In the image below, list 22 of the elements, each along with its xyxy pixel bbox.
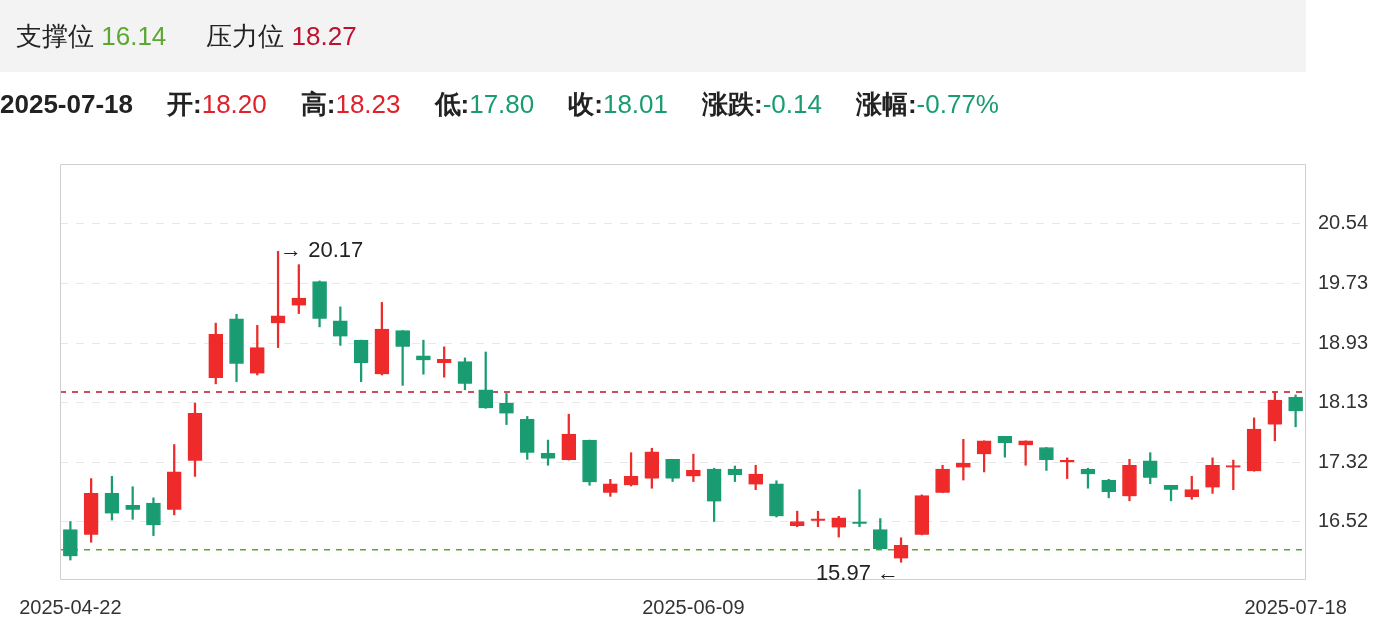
text: 支撑位 16.14 [16, 20, 167, 51]
y-tick-label: 16.52 [1318, 509, 1369, 532]
candlestick [686, 453, 701, 482]
text: 低:17.80 [434, 88, 535, 119]
candlestick [416, 339, 431, 375]
text: 涨幅:-0.77% [855, 88, 999, 119]
text: 开:18.20 [167, 88, 267, 119]
x-tick-label: 2025-07-18 [1244, 595, 1347, 618]
y-tick-label: 17.32 [1318, 449, 1369, 472]
x-tick-label: 2025-06-09 [642, 595, 745, 618]
text: 收:18.01 [568, 88, 668, 119]
annotation: 15.97 ← [815, 560, 900, 586]
y-tick-label: 20.54 [1318, 211, 1369, 234]
x-tick-label: 2025-04-22 [19, 595, 122, 618]
y-tick-label: 18.13 [1318, 389, 1369, 412]
text: 高:18.23 [300, 88, 401, 119]
text: 2025-07-18 [0, 88, 133, 120]
y-tick-label: 18.93 [1318, 330, 1369, 353]
y-tick-label: 19.73 [1318, 271, 1369, 294]
text: 压力位 18.27 [206, 20, 357, 51]
text: 涨跌:-0.14 [702, 88, 822, 119]
annotation: → 20.17 [280, 237, 364, 263]
